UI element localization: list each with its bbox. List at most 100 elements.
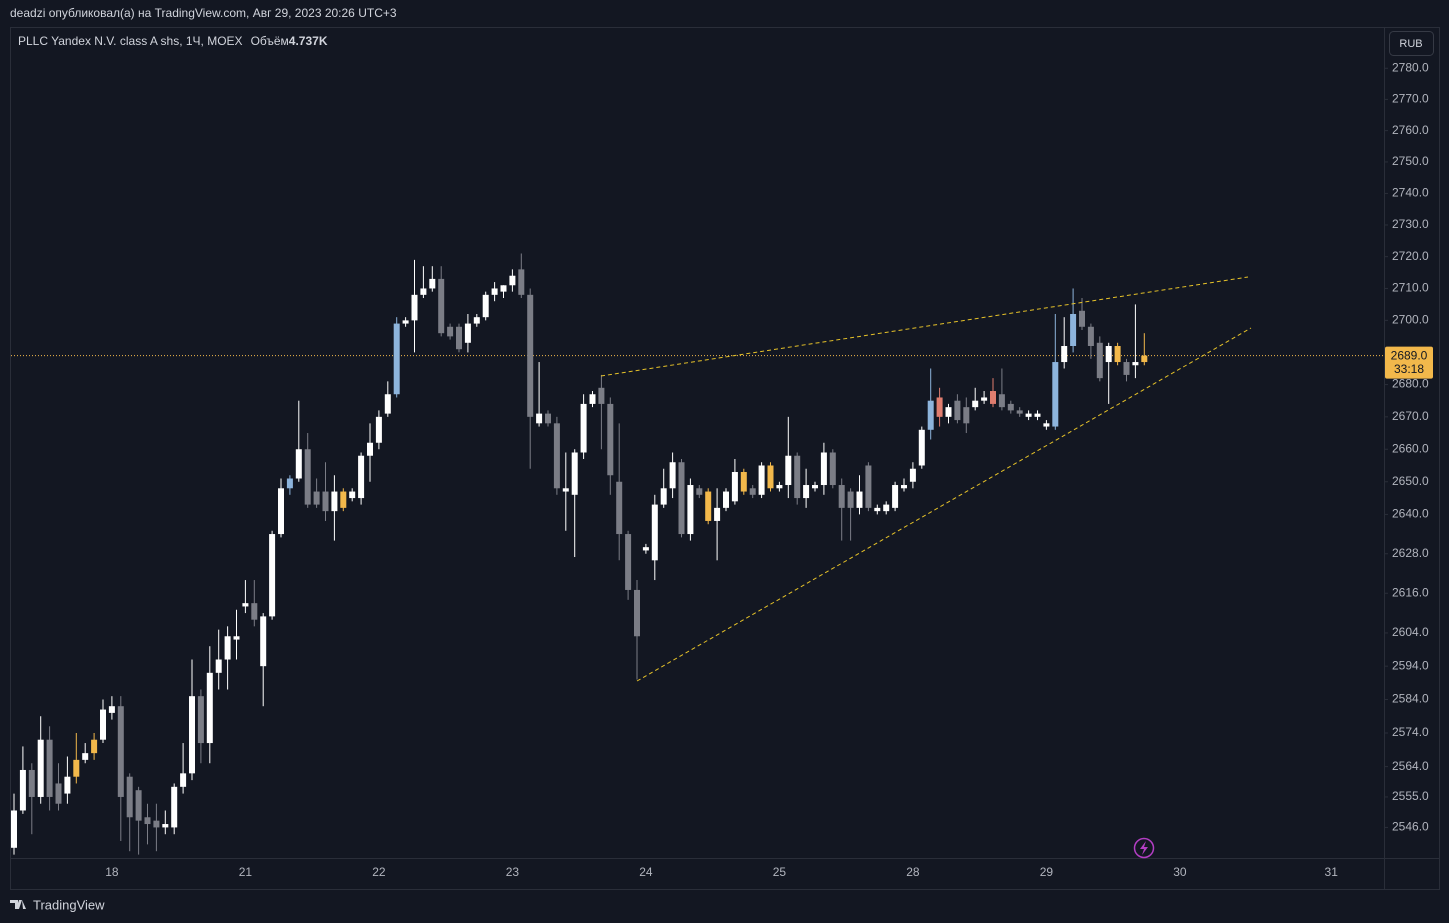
candle-body [180, 773, 187, 787]
candle-body [714, 507, 721, 521]
y-tick-label: 2750.0 [1392, 154, 1429, 168]
candle-body [322, 491, 329, 512]
candle-body [402, 320, 409, 324]
candle-body [197, 696, 204, 744]
candle-body [206, 672, 213, 744]
y-tick-label: 2780.0 [1392, 60, 1429, 74]
candle-body [82, 753, 89, 760]
y-tick-label: 2616.0 [1392, 585, 1429, 599]
candle-body [108, 706, 115, 713]
trend-line-lower [636, 327, 1252, 682]
candle-body [705, 491, 712, 521]
candle-body [313, 491, 320, 505]
candle-body [393, 323, 400, 395]
candle-body [1061, 345, 1068, 363]
alert-icon[interactable] [1133, 837, 1155, 859]
y-tick-label: 2555.0 [1392, 789, 1429, 803]
candle-body [11, 810, 17, 848]
candle-body [126, 776, 133, 818]
x-tick-label: 28 [906, 865, 920, 879]
candle-body [625, 534, 632, 590]
candle-body [954, 400, 961, 421]
candle-body [144, 817, 151, 825]
candle-body [687, 485, 694, 535]
candle-body [429, 278, 436, 289]
candle-body [64, 776, 71, 794]
candle-body [838, 485, 845, 508]
tv-logo [10, 900, 26, 909]
alert-circle[interactable] [1133, 837, 1155, 859]
y-tick-label: 2640.0 [1392, 507, 1429, 521]
candle-body [634, 589, 640, 637]
candle-body [536, 413, 543, 424]
last-price-badge [1385, 346, 1433, 379]
candle-body [375, 416, 382, 443]
candle-body [562, 488, 569, 492]
candle-body [384, 394, 391, 414]
candle-body [438, 278, 445, 334]
candle-body [936, 397, 943, 417]
candle-body [500, 285, 507, 292]
candle-body [820, 452, 827, 486]
candle-body [856, 491, 863, 508]
candle-body [1132, 362, 1139, 366]
candle-body [1087, 326, 1094, 346]
candle-body [153, 820, 160, 828]
candle-body [447, 326, 454, 337]
y-tick-label: 2574.0 [1392, 725, 1429, 739]
candle-body [367, 442, 373, 456]
candle-body [509, 275, 516, 286]
candle-body [189, 696, 195, 774]
candle-body [260, 616, 267, 667]
y-tick-label: 2700.0 [1392, 313, 1429, 327]
candle-body [242, 603, 249, 607]
candle-body [331, 491, 338, 512]
y-tick-label: 2760.0 [1392, 123, 1429, 137]
candle-body [616, 481, 623, 535]
candle-body [990, 391, 996, 404]
candle-body [1043, 423, 1050, 427]
candle-body [55, 783, 62, 804]
candle-body [945, 407, 952, 417]
x-tick-label: 18 [105, 865, 119, 879]
candle-body [73, 759, 80, 777]
candle-body [571, 452, 578, 495]
y-tick-label: 2594.0 [1392, 658, 1429, 672]
candle-body [1079, 310, 1085, 327]
candle-body [1007, 403, 1014, 411]
candle-body [589, 394, 596, 404]
candle-body [829, 452, 836, 486]
candle-body [1114, 345, 1121, 363]
publish-header: deadzi опубликовал(а) на TradingView.com… [10, 6, 397, 20]
candle-body [1016, 410, 1023, 414]
candle-body [215, 659, 222, 673]
candle-body [464, 323, 471, 343]
candle-body [269, 534, 276, 617]
candle-body [580, 403, 587, 453]
footer-brand: TradingView [33, 897, 105, 912]
last-price-label: 2689.0 [1391, 348, 1428, 362]
y-tick-label: 2584.0 [1392, 692, 1429, 706]
currency-label[interactable]: RUB [1399, 38, 1422, 50]
y-tick-label: 2740.0 [1392, 186, 1429, 200]
legend: PLLC Yandex N.V. class A shs, 1Ч, MOEX Об… [18, 34, 328, 48]
candle-body [1052, 362, 1059, 427]
candle-body [918, 429, 925, 466]
candle-body [91, 739, 98, 754]
x-tick-label: 23 [506, 865, 520, 879]
candle-body [874, 507, 881, 512]
candle-body [491, 288, 498, 295]
candle-body [1096, 342, 1103, 379]
currency-button[interactable] [1389, 31, 1434, 56]
candle-body [812, 485, 818, 489]
y-tick-label: 2546.0 [1392, 820, 1429, 834]
x-tick-label: 24 [639, 865, 653, 879]
y-tick-label: 2650.0 [1392, 474, 1429, 488]
candle-body [527, 294, 534, 417]
candle-body [749, 488, 756, 495]
candle-body [723, 491, 729, 508]
candle-body [1025, 413, 1032, 417]
alert-bolt[interactable] [1140, 841, 1148, 855]
volume-value: 4.737K [289, 34, 328, 48]
